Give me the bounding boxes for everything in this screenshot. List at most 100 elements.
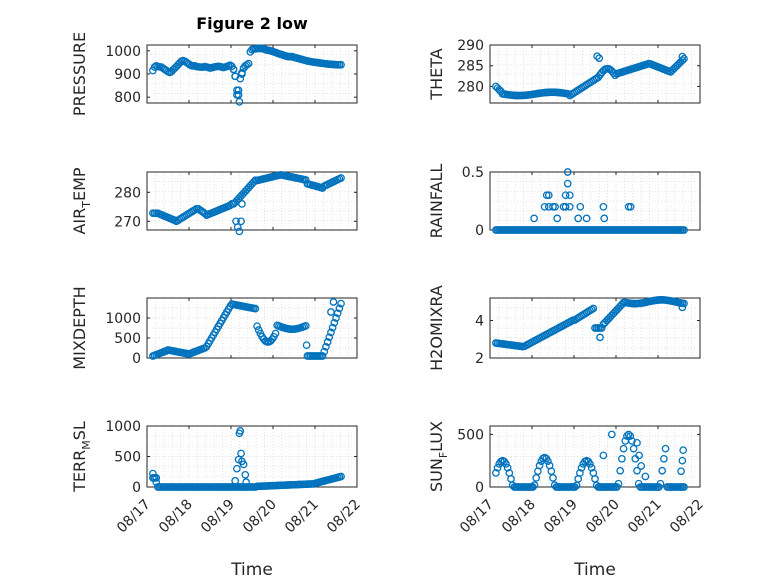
data-point <box>680 226 688 234</box>
data-point <box>593 52 601 61</box>
figure-title: Figure 2 low <box>196 14 308 33</box>
y-tick-label: 0 <box>132 480 141 496</box>
data-point <box>599 202 608 211</box>
y-tick-label: 290 <box>457 38 484 54</box>
data-point <box>597 324 606 332</box>
data-point <box>330 318 339 327</box>
y-tick-label: 0.5 <box>462 165 484 181</box>
y-tick-label: 4 <box>475 314 484 330</box>
y-axis-label: SUNFLUX <box>427 421 450 492</box>
y-tick-label: 500 <box>114 450 141 466</box>
x-tick-label: 08/17 <box>114 497 154 537</box>
subplot-mixdepth: 0 500 1000 MIXDEPTH <box>70 286 358 370</box>
data-point <box>150 473 159 482</box>
data-point <box>618 454 626 463</box>
data-point <box>547 467 556 476</box>
data-point <box>678 52 687 61</box>
y-axis-label: THETA <box>427 48 446 100</box>
subplot-air_temp: 270 280 AIRTEMP <box>70 167 358 236</box>
data-point <box>680 54 688 63</box>
data-point <box>323 338 332 346</box>
data-point <box>565 191 574 200</box>
data-point <box>616 466 625 475</box>
axes-box <box>489 297 701 359</box>
data-point <box>239 460 248 469</box>
x-axis-label-left: Time <box>230 560 273 580</box>
data-point <box>553 214 562 223</box>
data-point <box>589 304 598 313</box>
y-axis-label: H2OMIXRA <box>427 285 446 371</box>
data-point <box>619 444 628 453</box>
axes-box <box>146 297 358 359</box>
data-point <box>678 56 687 65</box>
data-point <box>329 298 338 306</box>
y-tick-label: 1000 <box>105 311 141 327</box>
y-tick-label: 0 <box>475 480 484 496</box>
data-point <box>544 191 553 200</box>
data-point <box>233 86 241 95</box>
y-axis-label: TERRMSL <box>70 421 93 493</box>
data-point <box>302 341 311 350</box>
data-point <box>236 427 245 435</box>
data-point <box>337 299 345 308</box>
data-point <box>629 444 638 453</box>
y-tick-label: 0 <box>132 351 141 367</box>
series-markers <box>492 52 688 100</box>
data-point <box>239 64 248 73</box>
data-point <box>271 329 280 338</box>
y-tick-label: 280 <box>457 79 484 95</box>
axes-box <box>489 44 701 104</box>
data-point <box>679 446 688 455</box>
data-point <box>623 432 631 440</box>
data-point <box>660 454 668 463</box>
data-point <box>535 461 544 470</box>
data-point <box>152 478 161 486</box>
data-point <box>233 223 242 231</box>
data-point <box>680 483 688 491</box>
data-point <box>563 179 572 188</box>
subplot-theta: 280 285 290 THETA <box>427 38 701 104</box>
subplot-sun_flux: 08/17 08/18 08/19 08/20 08/21 08/22 0 500 SUNFLU… <box>427 421 707 536</box>
data-point <box>678 303 687 312</box>
data-point <box>599 451 608 460</box>
data-point <box>626 202 635 211</box>
data-point <box>503 463 512 472</box>
data-point <box>238 200 246 208</box>
data-point <box>492 469 500 477</box>
data-point <box>582 214 591 223</box>
data-point <box>658 466 667 475</box>
y-tick-label: 500 <box>114 331 141 347</box>
data-point <box>565 202 574 211</box>
y-tick-label: 800 <box>114 90 141 106</box>
data-point <box>234 91 243 99</box>
data-point <box>576 202 585 211</box>
data-point <box>229 65 238 74</box>
data-point <box>563 168 572 176</box>
axes-box <box>146 171 358 231</box>
data-point <box>251 304 260 313</box>
data-point <box>656 479 665 488</box>
y-tick-label: 285 <box>457 59 484 75</box>
data-point <box>595 54 604 63</box>
data-point <box>540 202 549 211</box>
data-point <box>607 430 616 439</box>
x-tick-label: 08/20 <box>583 497 623 537</box>
data-point <box>661 444 670 453</box>
data-point <box>493 463 502 472</box>
y-tick-label: 0 <box>475 223 484 239</box>
series-markers <box>492 168 688 234</box>
data-point <box>237 217 245 226</box>
data-point <box>237 449 245 458</box>
data-point <box>301 321 310 330</box>
data-point <box>242 478 250 486</box>
data-point <box>528 483 537 491</box>
data-point <box>586 460 594 468</box>
subplot-terr_msl: 08/17 08/18 08/19 08/20 08/21 08/22 0 500 1000 TE… <box>70 419 364 536</box>
data-point <box>678 456 687 465</box>
data-point <box>318 352 327 360</box>
data-point <box>502 460 510 468</box>
data-point <box>641 472 650 481</box>
x-tick-label: 08/17 <box>457 497 497 537</box>
data-point <box>614 479 623 488</box>
x-axis-label-right: Time <box>573 560 616 580</box>
